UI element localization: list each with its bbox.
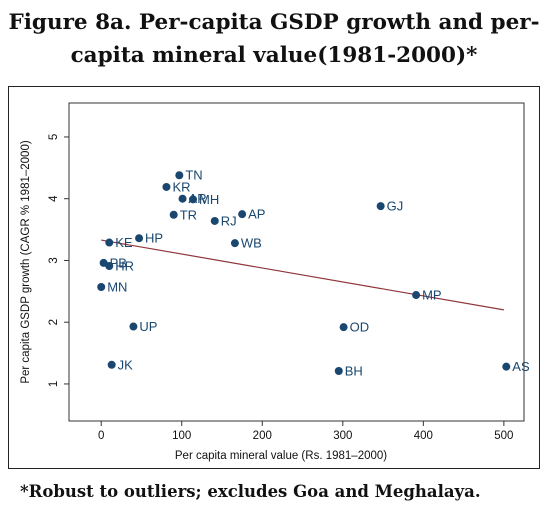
point-label-mp: MP [422, 288, 442, 303]
x-tick-label: 500 [494, 430, 513, 442]
x-tick-label: 400 [414, 430, 433, 442]
figure-title: Figure 8a. Per-capita GSDP growth and pe… [0, 6, 548, 72]
point-gj [376, 202, 385, 211]
point-label-rj: RJ [221, 213, 237, 228]
y-tick-label: 4 [48, 195, 60, 202]
point-kr [162, 182, 171, 191]
plot-region [68, 102, 525, 422]
y-axis-label: Per capita GSDP growth (CAGR % 1981–2000… [20, 140, 32, 383]
point-label-gj: GJ [387, 199, 404, 214]
point-ar [178, 194, 187, 203]
point-hp [135, 234, 144, 243]
point-label-hp: HP [145, 231, 163, 246]
point-label-tr: TR [180, 207, 197, 222]
point-up [129, 322, 138, 331]
point-mn [97, 283, 106, 292]
point-label-mh: MH [199, 192, 219, 207]
point-wb [230, 239, 239, 248]
fit-line [101, 239, 504, 311]
y-tick-label: 2 [48, 319, 60, 325]
point-rj [210, 216, 219, 225]
point-label-ke: KE [115, 235, 133, 250]
point-label-od: OD [350, 320, 370, 335]
point-bh [334, 366, 343, 375]
point-ap [238, 210, 247, 219]
point-tn [175, 171, 184, 180]
point-label-hr: HR [115, 259, 134, 274]
point-mh [189, 195, 198, 204]
x-tick-label: 300 [333, 430, 352, 442]
x-tick-label: 100 [172, 430, 191, 442]
point-label-ap: AP [248, 207, 265, 222]
point-tr [169, 210, 178, 219]
chart-panel: 0 100 200 300 400 500 1 2 3 4 5 TN KR AR MH TR AP RJ GJ WB… [8, 86, 540, 469]
point-jk [107, 360, 116, 369]
y-tick-label: 3 [48, 257, 60, 263]
point-od [339, 323, 348, 332]
point-label-jk: JK [118, 357, 134, 372]
y-tick-label: 5 [48, 134, 60, 140]
point-label-pb: PB [110, 255, 127, 270]
point-label-as: AS [512, 359, 530, 374]
x-tick-label: 0 [98, 430, 104, 442]
point-hr [105, 262, 114, 271]
x-tick-label: 200 [253, 430, 272, 442]
figure-title-line-2: capita mineral value(1981-2000)* [70, 43, 478, 68]
figure-title-line-1: Figure 8a. Per-capita GSDP growth and pe… [8, 10, 540, 35]
point-label-wb: WB [241, 236, 262, 251]
x-axis-label: Per capita mineral value (Rs. 1981–2000) [175, 450, 387, 462]
point-label-kr: KR [172, 179, 190, 194]
point-as [502, 362, 511, 371]
y-tick-label: 1 [48, 381, 60, 387]
point-mp [412, 291, 421, 300]
fit-line-group [101, 239, 504, 311]
point-label-bh: BH [345, 363, 363, 378]
point-label-mn: MN [107, 280, 127, 295]
point-label-tn: TN [185, 168, 202, 183]
footnote: *Robust to outliers; excludes Goa and Me… [20, 482, 481, 501]
axes: 0 100 200 300 400 500 1 2 3 4 5 [48, 134, 513, 442]
point-ke [105, 238, 114, 247]
point-label-up: UP [139, 319, 157, 334]
